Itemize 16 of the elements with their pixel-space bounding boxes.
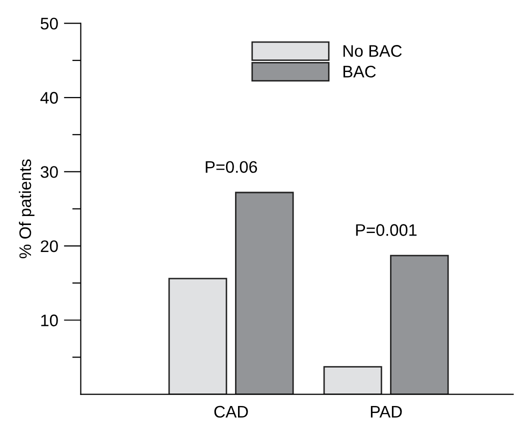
x-tick-label: PAD	[370, 406, 402, 418]
y-tick-label: 20	[40, 240, 58, 252]
y-tick-label: 50	[40, 18, 58, 30]
y-tick-label: 30	[40, 166, 58, 178]
bar	[390, 254, 449, 394]
annotation: P=0.001	[356, 224, 417, 236]
legend-label: BAC	[344, 66, 376, 78]
x-tick-label: CAD	[214, 406, 248, 418]
legend-label: No BAC	[344, 45, 402, 57]
bar	[168, 278, 228, 394]
bar	[323, 366, 382, 394]
bar	[235, 192, 294, 394]
y-axis-title: % Of patients	[18, 159, 34, 258]
annotation: P=0.06	[206, 161, 258, 173]
y-tick-label: 40	[40, 92, 58, 104]
y-tick-label: 10	[41, 314, 58, 326]
